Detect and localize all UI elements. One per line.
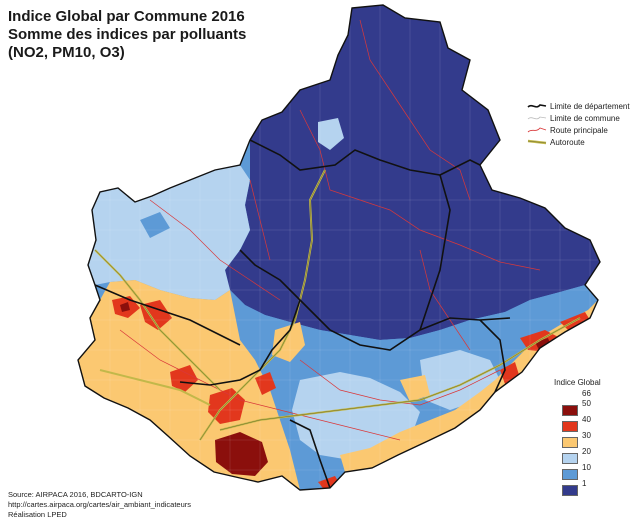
index-class-row: 20 (554, 447, 601, 464)
zone-lower-north-patch (140, 212, 170, 238)
source-credits: Source: AIRPACA 2016, BDCARTO-IGN http:/… (8, 490, 191, 520)
department-boundary-icon (527, 104, 547, 108)
legend-motorway: Autoroute (527, 136, 630, 148)
legend-label: Route principale (550, 125, 608, 135)
index-class-row: 40 (554, 415, 601, 432)
index-class-label: 1 (582, 479, 587, 488)
zone-low-west (88, 165, 250, 300)
legend-department-boundary: Limite de département (527, 100, 630, 112)
legend-commune-boundary: Limite de commune (527, 112, 630, 124)
index-legend-title: Indice Global (554, 378, 601, 387)
index-class-label: 50 (582, 399, 591, 408)
source-url: http://cartes.airpaca.org/cartes/air_amb… (8, 500, 192, 509)
index-class-label: 10 (582, 463, 591, 472)
zone-lowest-north (225, 5, 600, 340)
motorway-icon (527, 139, 547, 145)
index-class-row: 10 (554, 463, 601, 480)
zone-very-high-marseille (215, 432, 268, 476)
region-outline (77, 4, 601, 491)
index-legend: Indice Global 66 50 40 30 20 10 1 (554, 378, 601, 496)
zone-very-high-fos (120, 302, 130, 312)
index-class-swatch (562, 405, 578, 416)
legend-label: Limite de commune (550, 113, 620, 123)
index-legend-top: 66 (554, 389, 601, 400)
zone-high-avignon2 (255, 372, 276, 395)
index-class-swatch (562, 485, 578, 496)
map-title-line-2: Somme des indices par polluants (8, 26, 247, 43)
index-class-label: 20 (582, 447, 591, 456)
legend-label: Limite de département (550, 101, 630, 111)
legend-label: Autoroute (550, 137, 585, 147)
main-roads (119, 19, 541, 441)
zone-medium-durance (272, 322, 305, 362)
index-legend-top-value: 66 (582, 389, 591, 398)
commune-boundary-icon (527, 116, 547, 120)
map-title: Indice Global par Commune 2016 Somme des… (8, 8, 246, 62)
line-legend: Limite de département Limite de commune … (527, 100, 630, 148)
main-road-icon (527, 127, 547, 133)
index-class-swatch (562, 469, 578, 480)
index-class-swatch (562, 453, 578, 464)
zone-high-berre (170, 365, 198, 392)
zone-low-north-patch (318, 118, 344, 150)
source-author: Réalisation LPED (8, 510, 67, 519)
index-class-swatch (562, 421, 578, 432)
legend-main-road: Route principale (527, 124, 630, 136)
index-class-label: 30 (582, 431, 591, 440)
source-line: Source: AIRPACA 2016, BDCARTO-IGN (8, 490, 143, 499)
map-title-line-3: (NO2, PM10, O3) (8, 44, 125, 61)
index-class-row: 50 (554, 399, 601, 416)
zone-medium-var (400, 375, 430, 402)
map-title-line-1: Indice Global par Commune 2016 (8, 8, 245, 25)
index-class-label: 40 (582, 415, 591, 424)
index-class-row: 30 (554, 431, 601, 448)
index-class-row: 1 (554, 479, 601, 496)
zone-high-carpentras (140, 300, 172, 330)
index-class-swatch (562, 437, 578, 448)
department-boundaries (94, 139, 511, 489)
zone-low-south (292, 372, 420, 460)
